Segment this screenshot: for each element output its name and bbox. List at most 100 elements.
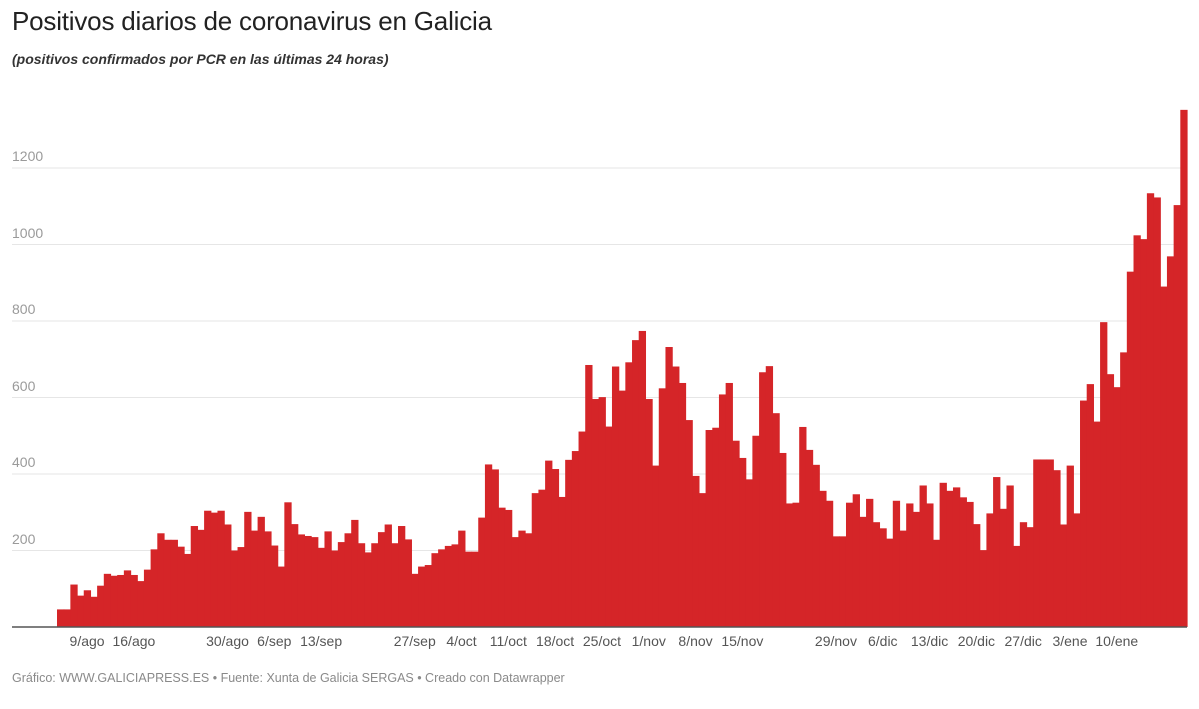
bar — [979, 550, 988, 627]
bar — [250, 530, 259, 627]
bar — [1113, 387, 1121, 627]
bar — [277, 566, 285, 627]
bar — [611, 366, 620, 627]
bar — [291, 524, 299, 627]
bar — [257, 516, 265, 627]
bar — [1153, 197, 1161, 627]
bar — [538, 489, 546, 627]
bar — [1086, 384, 1094, 627]
bar — [110, 575, 118, 627]
bar — [993, 477, 1001, 627]
x-tick-label: 11/oct — [489, 633, 527, 649]
bar — [123, 570, 132, 627]
bar — [558, 496, 566, 627]
bar — [1026, 527, 1034, 627]
bar — [398, 526, 406, 627]
bar — [1013, 545, 1021, 627]
bar — [725, 382, 733, 627]
bar — [297, 534, 305, 627]
bar — [752, 435, 760, 627]
y-tick-label: 1000 — [12, 224, 44, 241]
bar — [217, 510, 225, 627]
bar — [484, 464, 493, 627]
x-tick-label: 30/ago — [206, 633, 249, 649]
bar — [565, 459, 573, 627]
x-tick-label: 13/sep — [300, 633, 343, 649]
bar — [852, 494, 860, 627]
bar — [859, 516, 867, 627]
bar — [63, 609, 71, 627]
bar — [210, 512, 219, 627]
bar — [678, 382, 687, 627]
bar — [672, 366, 680, 627]
bar — [966, 501, 974, 627]
bar — [324, 531, 332, 628]
bar — [511, 537, 519, 627]
chart-subtitle: (positivos confirmados por PCR en las úl… — [12, 51, 389, 67]
bar — [244, 511, 252, 627]
bar — [364, 552, 372, 627]
bar — [1173, 205, 1181, 627]
bar — [759, 372, 767, 627]
bar — [83, 590, 92, 627]
bar — [946, 490, 954, 627]
bar — [438, 549, 446, 627]
bar — [892, 500, 901, 627]
bar — [591, 399, 600, 627]
bar — [638, 330, 647, 627]
x-tick-label: 6/dic — [867, 633, 898, 649]
bar — [805, 449, 814, 627]
y-tick-label: 800 — [12, 301, 36, 317]
bar — [1160, 286, 1168, 627]
bar — [431, 553, 439, 627]
bar — [959, 497, 967, 627]
bar — [658, 388, 667, 627]
bar — [237, 547, 245, 627]
bar — [137, 581, 145, 627]
bar — [97, 585, 105, 627]
x-tick-label: 29/nov — [814, 633, 857, 649]
bar — [304, 535, 312, 627]
x-tick-label: 27/sep — [393, 633, 436, 649]
bar — [411, 573, 419, 627]
x-tick-label: 8/nov — [678, 633, 713, 649]
x-tick-label: 1/nov — [631, 633, 666, 649]
bar — [424, 565, 433, 627]
bar — [832, 536, 840, 627]
bar — [973, 524, 981, 627]
bar — [745, 479, 753, 627]
bar — [525, 533, 533, 627]
bar — [190, 526, 199, 627]
bar — [551, 469, 560, 627]
bar — [184, 553, 192, 627]
bar — [772, 413, 780, 627]
bar — [351, 519, 359, 627]
bar — [952, 487, 961, 627]
bar — [1080, 400, 1088, 627]
bar — [598, 397, 606, 627]
bar — [618, 390, 626, 627]
bar — [632, 340, 640, 628]
bar — [357, 543, 366, 627]
bar — [792, 502, 800, 627]
x-tick-label: 13/dic — [910, 633, 949, 649]
bar — [839, 536, 847, 627]
bar — [926, 503, 934, 627]
y-tick-label: 600 — [12, 377, 36, 394]
bar — [625, 362, 633, 627]
bar — [264, 531, 272, 628]
bar — [177, 546, 185, 627]
bar — [331, 550, 339, 627]
bar — [130, 574, 138, 627]
bar — [103, 573, 112, 627]
bar — [999, 508, 1008, 627]
bar — [812, 464, 820, 627]
bar — [204, 510, 212, 627]
bar — [1039, 459, 1048, 627]
bar — [799, 426, 807, 627]
bar — [504, 509, 513, 627]
bar — [685, 420, 693, 627]
x-tick-label: 3/ene — [1052, 633, 1088, 649]
bar — [605, 426, 613, 627]
bar — [866, 498, 874, 627]
